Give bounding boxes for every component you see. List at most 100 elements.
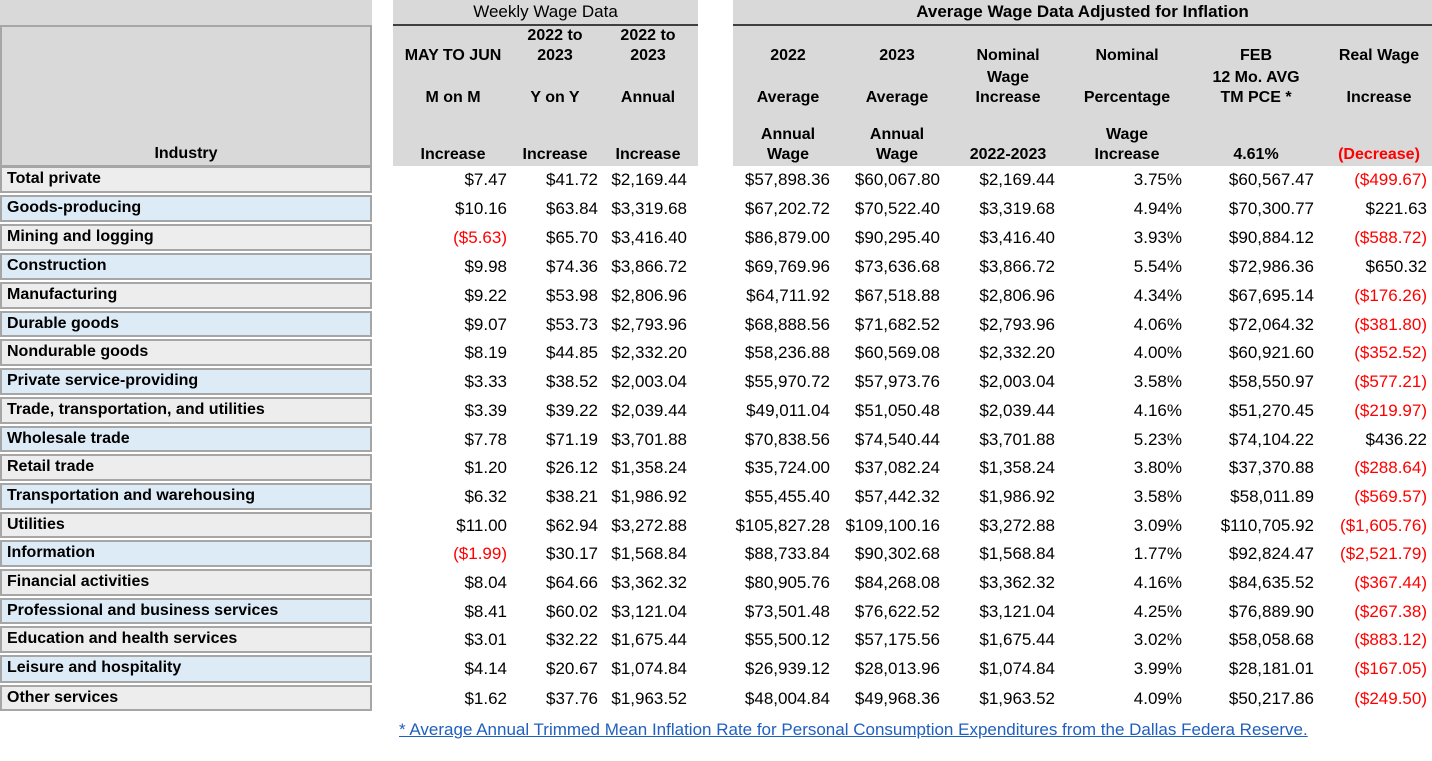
table-cell: $70,300.77 (1228, 199, 1314, 218)
industry-name: Total private (7, 170, 101, 187)
industry-name: Private service-providing (7, 372, 199, 389)
table-cell: $63.84 (546, 199, 598, 218)
table-cell: $71.19 (546, 430, 598, 449)
industry-row: Utilities (0, 512, 372, 538)
table-cell: 4.06% (1133, 315, 1182, 334)
table-cell: $69,769.96 (744, 257, 830, 276)
table-cell: $49,011.04 (746, 401, 830, 420)
weekly-wage-title: Weekly Wage Data (393, 0, 698, 26)
table-cell: $60,067.80 (854, 170, 940, 189)
table-cell: $105,827.28 (735, 516, 830, 535)
table-cell: $1,074.84 (611, 659, 687, 678)
table-cell: $55,500.12 (744, 630, 830, 649)
table-cell: $90,295.40 (854, 228, 940, 247)
table-cell: $57,175.56 (854, 630, 940, 649)
industry-row: Construction (0, 253, 372, 280)
industry-name: Leisure and hospitality (7, 659, 182, 676)
column-header-line: 2023 (879, 47, 915, 64)
industry-name: Goods-producing (7, 199, 142, 216)
table-cell: $67,518.88 (854, 286, 940, 305)
table-cell: $60,921.60 (1228, 343, 1314, 362)
industry-row: Transportation and warehousing (0, 483, 372, 510)
inflation-footnote-link[interactable]: * Average Annual Trimmed Mean Inflation … (399, 720, 1308, 739)
table-cell: $68,888.56 (744, 315, 830, 334)
table-cell: $74.36 (546, 257, 598, 276)
table-cell: $55,455.40 (744, 487, 830, 506)
table-cell: $1,986.92 (979, 487, 1055, 506)
table-cell: $3,701.88 (979, 430, 1055, 449)
table-cell: $3,121.04 (979, 602, 1055, 621)
table-cell: $26,939.12 (744, 659, 830, 678)
industry-row: Total private (0, 166, 372, 193)
table-cell: 5.54% (1133, 257, 1182, 276)
table-cell: 3.58% (1133, 372, 1182, 391)
column-header-line: Y on Y (530, 89, 580, 106)
table-cell: $3,121.04 (611, 602, 687, 621)
table-cell: $20.67 (546, 659, 598, 678)
column-header-line: Annual (760, 126, 816, 143)
table-cell: $84,635.52 (1228, 573, 1314, 592)
table-cell: $1,963.52 (611, 689, 687, 708)
table-cell: $28,181.01 (1228, 659, 1314, 678)
table-cell: ($883.12) (1354, 630, 1427, 649)
table-cell: $73,636.68 (854, 257, 940, 276)
table-cell: $8.04 (464, 573, 507, 592)
table-cell: 4.34% (1133, 286, 1182, 305)
table-cell: ($588.72) (1354, 228, 1427, 247)
table-cell: $3,416.40 (611, 228, 687, 247)
table-cell: ($267.38) (1354, 602, 1427, 621)
table-cell: $64,711.92 (746, 286, 830, 305)
table-cell: $109,100.16 (845, 516, 940, 535)
table-cell: $2,169.44 (611, 170, 687, 189)
table-cell: $3,362.32 (611, 573, 687, 592)
column-header-line: 2022 to (527, 27, 583, 44)
industry-row: Trade, transportation, and utilities (0, 397, 372, 424)
industry-name: Education and health services (7, 630, 238, 647)
industry-row: Manufacturing (0, 282, 372, 309)
table-cell: $3,272.88 (979, 516, 1055, 535)
column-header-line: Wage (986, 69, 1030, 86)
table-cell: ($167.05) (1354, 659, 1427, 678)
table-cell: $7.47 (464, 170, 507, 189)
table-cell: $4.14 (464, 659, 507, 678)
table-cell: $62.94 (546, 516, 598, 535)
column-header-line: 2022 to (620, 27, 676, 44)
industry-name: Transportation and warehousing (7, 487, 256, 504)
table-cell: 4.16% (1133, 573, 1182, 592)
industry-header-top (0, 0, 372, 25)
table-cell: $53.73 (546, 315, 598, 334)
column-header-line: Nominal (1095, 47, 1159, 64)
table-cell: $65.70 (546, 228, 598, 247)
table-cell: $37,370.88 (1228, 458, 1314, 477)
table-cell: $70,522.40 (854, 199, 940, 218)
table-cell: $2,332.20 (979, 343, 1055, 362)
table-cell: $30.17 (546, 544, 598, 563)
table-cell: $58,550.97 (1228, 372, 1314, 391)
table-cell: $73,501.48 (744, 602, 830, 621)
table-cell: $11.00 (456, 516, 507, 535)
table-cell: $2,039.44 (611, 401, 687, 420)
table-cell: $1,963.52 (979, 689, 1055, 708)
table-cell: $76,889.90 (1228, 602, 1314, 621)
table-cell: $3.39 (464, 401, 507, 420)
industry-name: Financial activities (7, 573, 150, 590)
industry-row: Wholesale trade (0, 426, 372, 452)
table-cell: 5.23% (1133, 430, 1182, 449)
table-cell: ($1,605.76) (1340, 516, 1427, 535)
table-cell: ($499.67) (1354, 170, 1427, 189)
table-cell: $1,675.44 (979, 630, 1055, 649)
table-cell: $41.72 (546, 170, 598, 189)
industry-row: Information (0, 540, 372, 567)
table-cell: $88,733.84 (744, 544, 830, 563)
industry-row: Leisure and hospitality (0, 655, 372, 683)
table-cell: $32.22 (546, 630, 598, 649)
table-cell: $2,039.44 (979, 401, 1055, 420)
table-cell: ($2,521.79) (1340, 544, 1427, 563)
table-cell: $53.98 (546, 286, 598, 305)
table-cell: $2,169.44 (979, 170, 1055, 189)
column-header-line: FEB (1240, 47, 1272, 64)
table-cell: $49,968.36 (854, 689, 940, 708)
table-cell: 3.99% (1133, 659, 1182, 678)
industry-name: Utilities (7, 516, 65, 533)
table-cell: $8.41 (464, 602, 507, 621)
